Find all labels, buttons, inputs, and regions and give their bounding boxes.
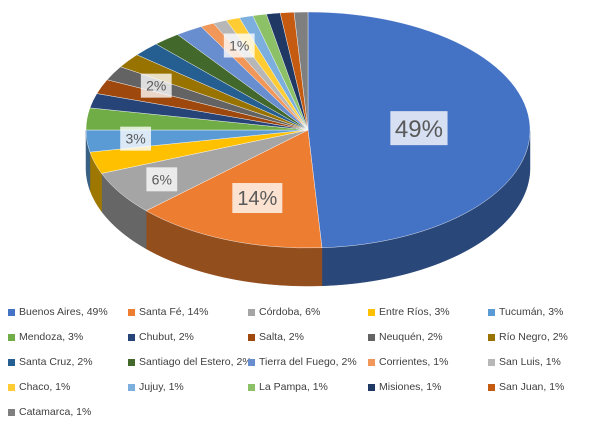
legend-label-rio-negro: Río Negro, 2% [499, 331, 568, 343]
legend-item-chubut: Chubut, 2% [128, 327, 248, 347]
data-label-box-santa-fe [232, 183, 283, 214]
legend-swatch-cordoba [248, 308, 255, 316]
legend-label-santiago-del-estero: Santiago del Estero, 2% [139, 356, 252, 368]
legend-swatch-santa-fe [128, 308, 135, 316]
data-label-santa-fe: 14% [237, 188, 277, 210]
legend-item-catamarca: Catamarca, 1% [8, 402, 128, 422]
legend-item-santiago-del-estero: Santiago del Estero, 2% [128, 352, 252, 372]
legend-label-misiones: Misiones, 1% [379, 381, 442, 393]
legend-item-buenos-aires: Buenos Aires, 49% [8, 302, 128, 322]
pie-slice-catamarca [293, 11, 309, 131]
legend-item-tierra-del-fuego: Tierra del Fuego, 2% [248, 352, 368, 372]
data-label-box-san-luis [223, 33, 255, 58]
legend-label-salta: Salta, 2% [259, 331, 304, 343]
legend-swatch-corrientes [368, 358, 375, 366]
data-label-tucuman: 3% [125, 131, 145, 147]
legend-label-san-juan: San Juan, 1% [499, 381, 565, 393]
legend-label-mendoza: Mendoza, 3% [19, 331, 84, 343]
legend-label-tucuman: Tucumán, 3% [499, 306, 564, 318]
data-label-box-cordoba [146, 167, 178, 192]
legend-item-jujuy: Jujuy, 1% [128, 377, 248, 397]
legend-swatch-chubut [128, 333, 135, 341]
legend-label-catamarca: Catamarca, 1% [19, 406, 92, 418]
legend-swatch-neuquen [368, 333, 375, 341]
legend-label-chaco: Chaco, 1% [19, 381, 71, 393]
legend-swatch-santa-cruz [8, 358, 15, 366]
legend-swatch-jujuy [128, 383, 135, 391]
legend-label-cordoba: Córdoba, 6% [259, 306, 321, 318]
legend-swatch-misiones [368, 383, 375, 391]
legend-swatch-san-luis [488, 358, 495, 366]
chart-legend: Buenos Aires, 49% Santa Fé, 14% Córdoba, 6… [0, 302, 600, 422]
legend-swatch-mendoza [8, 333, 15, 341]
pie-chart-plot: 49% 14% 6% 3% 2% 1% [85, 11, 531, 287]
pie-side-walls [85, 129, 531, 287]
legend-swatch-san-juan [488, 383, 495, 391]
legend-item-neuquen: Neuquén, 2% [368, 327, 488, 347]
legend-label-santa-cruz: Santa Cruz, 2% [19, 356, 93, 368]
data-label-buenos-aires: 49% [395, 116, 443, 143]
data-label-box-tucuman [120, 126, 152, 151]
legend-swatch-santiago-del-estero [128, 358, 135, 366]
legend-item-tucuman: Tucumán, 3% [488, 302, 600, 322]
legend-swatch-tucuman [488, 308, 495, 316]
data-label-box-buenos-aires [390, 111, 448, 146]
legend-swatch-la-pampa [248, 383, 255, 391]
legend-swatch-entre-rios [368, 308, 375, 316]
legend-item-chaco: Chaco, 1% [8, 377, 128, 397]
legend-swatch-rio-negro [488, 333, 495, 341]
pie-data-labels: 49% 14% 6% 3% 2% 1% [120, 33, 448, 214]
legend-swatch-chaco [8, 383, 15, 391]
legend-item-mendoza: Mendoza, 3% [8, 327, 128, 347]
legend-label-buenos-aires: Buenos Aires, 49% [19, 306, 108, 318]
legend-item-santa-cruz: Santa Cruz, 2% [8, 352, 128, 372]
legend-label-neuquen: Neuquén, 2% [379, 331, 443, 343]
legend-item-rio-negro: Río Negro, 2% [488, 327, 600, 347]
legend-swatch-salta [248, 333, 255, 341]
legend-item-la-pampa: La Pampa, 1% [248, 377, 368, 397]
legend-label-tierra-del-fuego: Tierra del Fuego, 2% [259, 356, 357, 368]
data-label-san-luis: 1% [229, 38, 249, 54]
legend-item-san-luis: San Luis, 1% [488, 352, 600, 372]
legend-item-salta: Salta, 2% [248, 327, 368, 347]
legend-label-jujuy: Jujuy, 1% [139, 381, 184, 393]
legend-swatch-tierra-del-fuego [248, 358, 255, 366]
data-label-neuquen: 2% [146, 78, 166, 94]
legend-item-san-juan: San Juan, 1% [488, 377, 600, 397]
legend-swatch-catamarca [8, 408, 15, 416]
legend-label-santa-fe: Santa Fé, 14% [139, 306, 209, 318]
legend-label-la-pampa: La Pampa, 1% [259, 381, 328, 393]
data-label-cordoba: 6% [152, 171, 172, 187]
legend-item-misiones: Misiones, 1% [368, 377, 488, 397]
legend-item-corrientes: Corrientes, 1% [368, 352, 488, 372]
legend-label-entre-rios: Entre Ríos, 3% [379, 306, 450, 318]
legend-swatch-buenos-aires [8, 308, 15, 316]
legend-item-santa-fe: Santa Fé, 14% [128, 302, 248, 322]
legend-item-entre-rios: Entre Ríos, 3% [368, 302, 488, 322]
data-label-box-neuquen [140, 73, 172, 98]
legend-item-cordoba: Córdoba, 6% [248, 302, 368, 322]
legend-label-corrientes: Corrientes, 1% [379, 356, 449, 368]
legend-label-chubut: Chubut, 2% [139, 331, 194, 343]
legend-label-san-luis: San Luis, 1% [499, 356, 561, 368]
pie-slices [85, 11, 531, 249]
